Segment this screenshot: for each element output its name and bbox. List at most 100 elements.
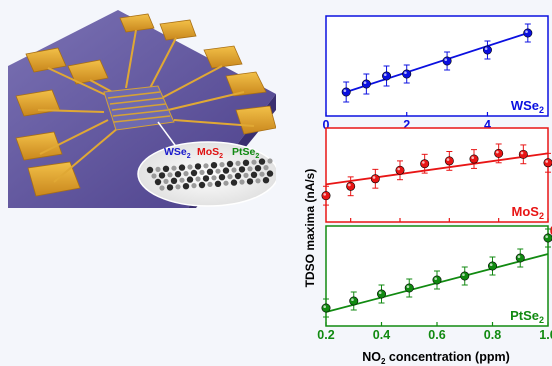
lattice-atom xyxy=(155,166,161,172)
data-point-ptse2 xyxy=(460,271,470,281)
x-tick-label-ptse2: 0.6 xyxy=(428,328,445,342)
data-point-wse2 xyxy=(341,87,351,97)
lattice-atom xyxy=(159,185,165,191)
lattice-atom xyxy=(203,163,209,169)
material-labels: WSe2 MoS2 PtSe2 xyxy=(164,146,259,160)
x-tick-label-ptse2: 0.2 xyxy=(317,328,334,342)
lattice-atom xyxy=(238,166,246,173)
data-point-mos2 xyxy=(321,191,331,201)
lattice-atom xyxy=(231,167,237,173)
data-point-highlight xyxy=(471,156,475,160)
data-point-ptse2 xyxy=(515,253,525,263)
data-point-highlight xyxy=(348,183,351,187)
lattice-atom xyxy=(267,158,273,164)
data-point-highlight xyxy=(525,30,528,33)
lattice-atom xyxy=(247,166,253,172)
lattice-atom xyxy=(151,173,157,179)
lattice-atom xyxy=(194,163,202,170)
lattice-atom xyxy=(223,180,229,186)
data-point-mos2 xyxy=(420,159,430,169)
label-ptse2: PtSe2 xyxy=(232,146,259,160)
lattice-atom xyxy=(242,159,250,166)
gold-traces xyxy=(37,29,255,183)
lattice-atom xyxy=(195,176,201,182)
data-point-mos2 xyxy=(518,149,528,159)
lattice xyxy=(146,158,274,191)
lattice-atom xyxy=(226,160,234,168)
data-point-wse2 xyxy=(523,28,533,38)
fit-line-wse2 xyxy=(345,32,529,93)
lattice-atom xyxy=(190,169,198,177)
label-wse2: WSe2 xyxy=(164,146,191,160)
x-tick-label-ptse2: 0.8 xyxy=(484,328,501,342)
lattice-atom xyxy=(179,177,185,183)
x-tick-label-ptse2: 0.4 xyxy=(373,328,390,342)
panel-ptse2: 0.2 0.4 0.6 0.8 1.0 PtSe2 xyxy=(317,225,552,342)
lattice-atom xyxy=(227,174,233,180)
lattice-atom xyxy=(255,178,261,184)
lattice-atom xyxy=(250,171,258,178)
data-point-highlight xyxy=(372,176,376,179)
data-point-mos2 xyxy=(370,174,380,184)
data-point-highlight xyxy=(351,298,354,302)
panel-frame-mos2 xyxy=(325,127,549,223)
series-label-ptse2: PtSe2 xyxy=(510,308,544,325)
lattice-atom xyxy=(170,177,178,184)
data-point-highlight xyxy=(383,73,387,76)
data-point-highlight xyxy=(323,193,327,196)
lattice-atom xyxy=(235,160,241,166)
x-axis-label: NO2 concentration (ppm) xyxy=(362,350,510,366)
data-point-highlight xyxy=(446,158,450,161)
data-point-highlight xyxy=(378,291,382,295)
lattice-atom xyxy=(158,172,166,179)
data-point-mos2 xyxy=(346,181,356,191)
data-point-highlight xyxy=(520,151,524,155)
data-point-wse2 xyxy=(442,56,452,66)
data-point-highlight xyxy=(404,71,407,74)
lattice-atom xyxy=(215,168,221,174)
lattice-atom xyxy=(254,165,262,172)
data-point-ptse2 xyxy=(487,261,497,271)
zoom-ellipse xyxy=(137,141,276,207)
data-point-highlight xyxy=(496,150,499,154)
lattice-atom xyxy=(246,178,254,185)
lattice-atom xyxy=(258,158,266,165)
lattice-atom xyxy=(202,175,210,182)
data-point-wse2 xyxy=(482,45,492,55)
data-point-mos2 xyxy=(444,156,454,166)
data-point-ptse2 xyxy=(404,283,414,293)
lattice-atom xyxy=(154,178,162,186)
lattice-atom xyxy=(234,172,242,180)
data-point-ptse2 xyxy=(376,289,386,299)
lattice-atom xyxy=(243,172,249,178)
series-label-wse2: WSe2 xyxy=(511,98,544,115)
lattice-atom xyxy=(171,165,177,171)
panel-mos2: 0.20.40.60.81.0MoS2 xyxy=(321,127,552,238)
data-point-mos2 xyxy=(469,154,479,164)
lattice-atom xyxy=(263,165,269,171)
data-point-highlight xyxy=(363,81,367,84)
data-point-mos2 xyxy=(543,158,552,168)
lattice-atom xyxy=(230,179,238,186)
data-point-highlight xyxy=(434,277,438,281)
lattice-atom xyxy=(167,172,173,178)
lattice-atom xyxy=(259,171,265,177)
data-point-highlight xyxy=(343,89,347,92)
lattice-atom xyxy=(178,164,186,171)
x-tick-label-wse2: 4 xyxy=(484,118,491,132)
data-point-highlight xyxy=(323,305,327,309)
lattice-atom xyxy=(163,178,169,184)
data-point-ptse2 xyxy=(321,303,331,313)
data-point-highlight xyxy=(444,58,448,61)
data-point-wse2 xyxy=(361,79,371,89)
series-label-mos2: MoS2 xyxy=(512,204,544,221)
lattice-atom xyxy=(183,171,189,177)
data-point-ptse2 xyxy=(543,233,552,243)
lattice-atom xyxy=(174,171,182,178)
lattice-atom xyxy=(206,168,214,175)
x-tick-label-wse2: 0 xyxy=(323,118,330,132)
label-mos2: MoS2 xyxy=(197,146,223,160)
data-point-highlight xyxy=(489,263,493,267)
channel-array xyxy=(103,85,175,131)
panel-frame-wse2 xyxy=(325,15,549,117)
